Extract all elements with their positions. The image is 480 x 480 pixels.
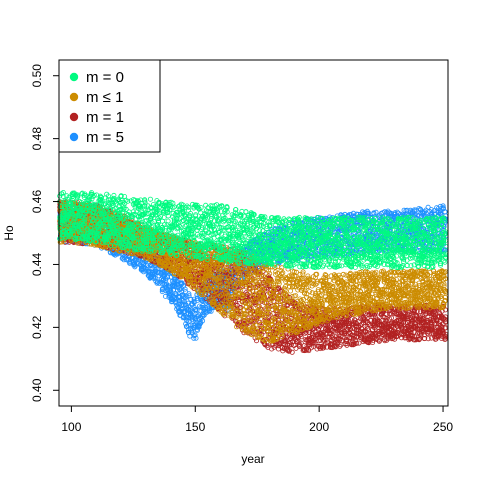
data-point [181, 294, 187, 300]
data-point [189, 329, 195, 335]
data-point [366, 210, 372, 216]
data-point [191, 335, 197, 341]
data-point [176, 301, 182, 307]
data-point [186, 291, 192, 297]
data-point [196, 303, 202, 309]
data-point [144, 262, 150, 268]
data-point [156, 280, 162, 286]
data-point [422, 243, 428, 249]
data-point [149, 263, 155, 269]
data-point [411, 207, 417, 213]
data-point [394, 209, 400, 215]
data-point [131, 262, 137, 268]
data-point [151, 274, 157, 280]
data-point [192, 332, 198, 338]
data-point [152, 275, 158, 281]
data-point [442, 247, 448, 253]
data-point [179, 309, 185, 315]
data-points [57, 189, 449, 355]
data-point [142, 262, 148, 268]
data-point [385, 208, 391, 214]
data-point [192, 306, 198, 312]
data-point [182, 286, 188, 292]
data-point [440, 203, 446, 209]
data-point [384, 209, 390, 215]
data-point [168, 288, 174, 294]
data-point [373, 209, 379, 215]
data-point [252, 335, 258, 341]
data-point [193, 335, 199, 341]
data-point [200, 318, 206, 324]
data-point [191, 300, 197, 306]
data-point [132, 264, 138, 270]
data-point [178, 306, 184, 312]
data-point [428, 207, 434, 213]
data-point [418, 214, 424, 220]
data-point [181, 314, 187, 320]
data-point [165, 274, 171, 280]
data-point [182, 289, 188, 295]
data-point [191, 296, 197, 302]
data-point [185, 322, 191, 328]
data-point [159, 289, 165, 295]
data-point [425, 204, 431, 210]
data-point [376, 247, 382, 253]
data-point [191, 298, 197, 304]
data-point [274, 311, 280, 317]
data-point [267, 312, 273, 318]
data-point [431, 208, 437, 214]
